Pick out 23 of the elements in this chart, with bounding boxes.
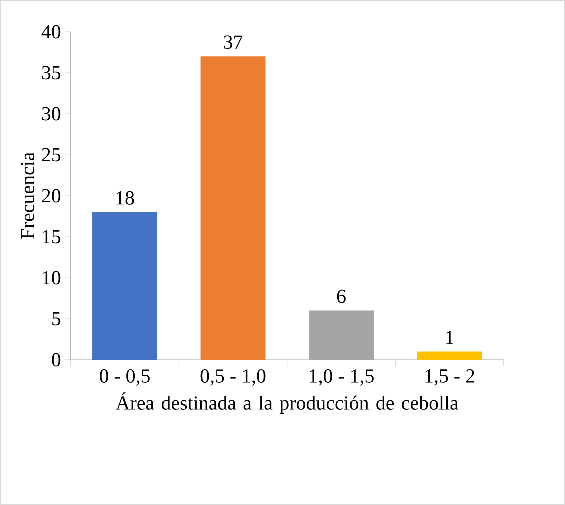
data-label: 6 (337, 290, 346, 304)
y-tick-label: 10 (43, 271, 61, 285)
y-tick-label: 35 (42, 66, 61, 80)
y-tick-label: 0 (52, 353, 61, 367)
x-tick-label: 0 - 0,5 (100, 370, 150, 386)
y-tick-label: 15 (43, 230, 61, 244)
data-label: 18 (116, 191, 134, 205)
x-tick-label: 0,5 - 1,0 (200, 370, 266, 386)
bar (92, 212, 158, 360)
y-tick-label: 30 (42, 107, 61, 121)
x-tick-label: 1,5 - 2 (426, 370, 474, 386)
x-axis-title: Área destinada a la producción de cebolla (116, 392, 459, 414)
y-tick-label: 5 (52, 312, 61, 326)
y-tick-label: 25 (42, 148, 61, 162)
bar (417, 352, 482, 360)
y-axis-title: Frecuencia (21, 152, 35, 240)
bar (200, 56, 266, 360)
x-tick-label: 1,0 - 1,5 (310, 370, 374, 386)
y-tick-label: 20 (42, 189, 61, 203)
y-tick-label: 40 (42, 25, 61, 39)
data-label: 1 (446, 331, 454, 344)
bar (309, 310, 374, 360)
data-label: 37 (224, 36, 243, 50)
